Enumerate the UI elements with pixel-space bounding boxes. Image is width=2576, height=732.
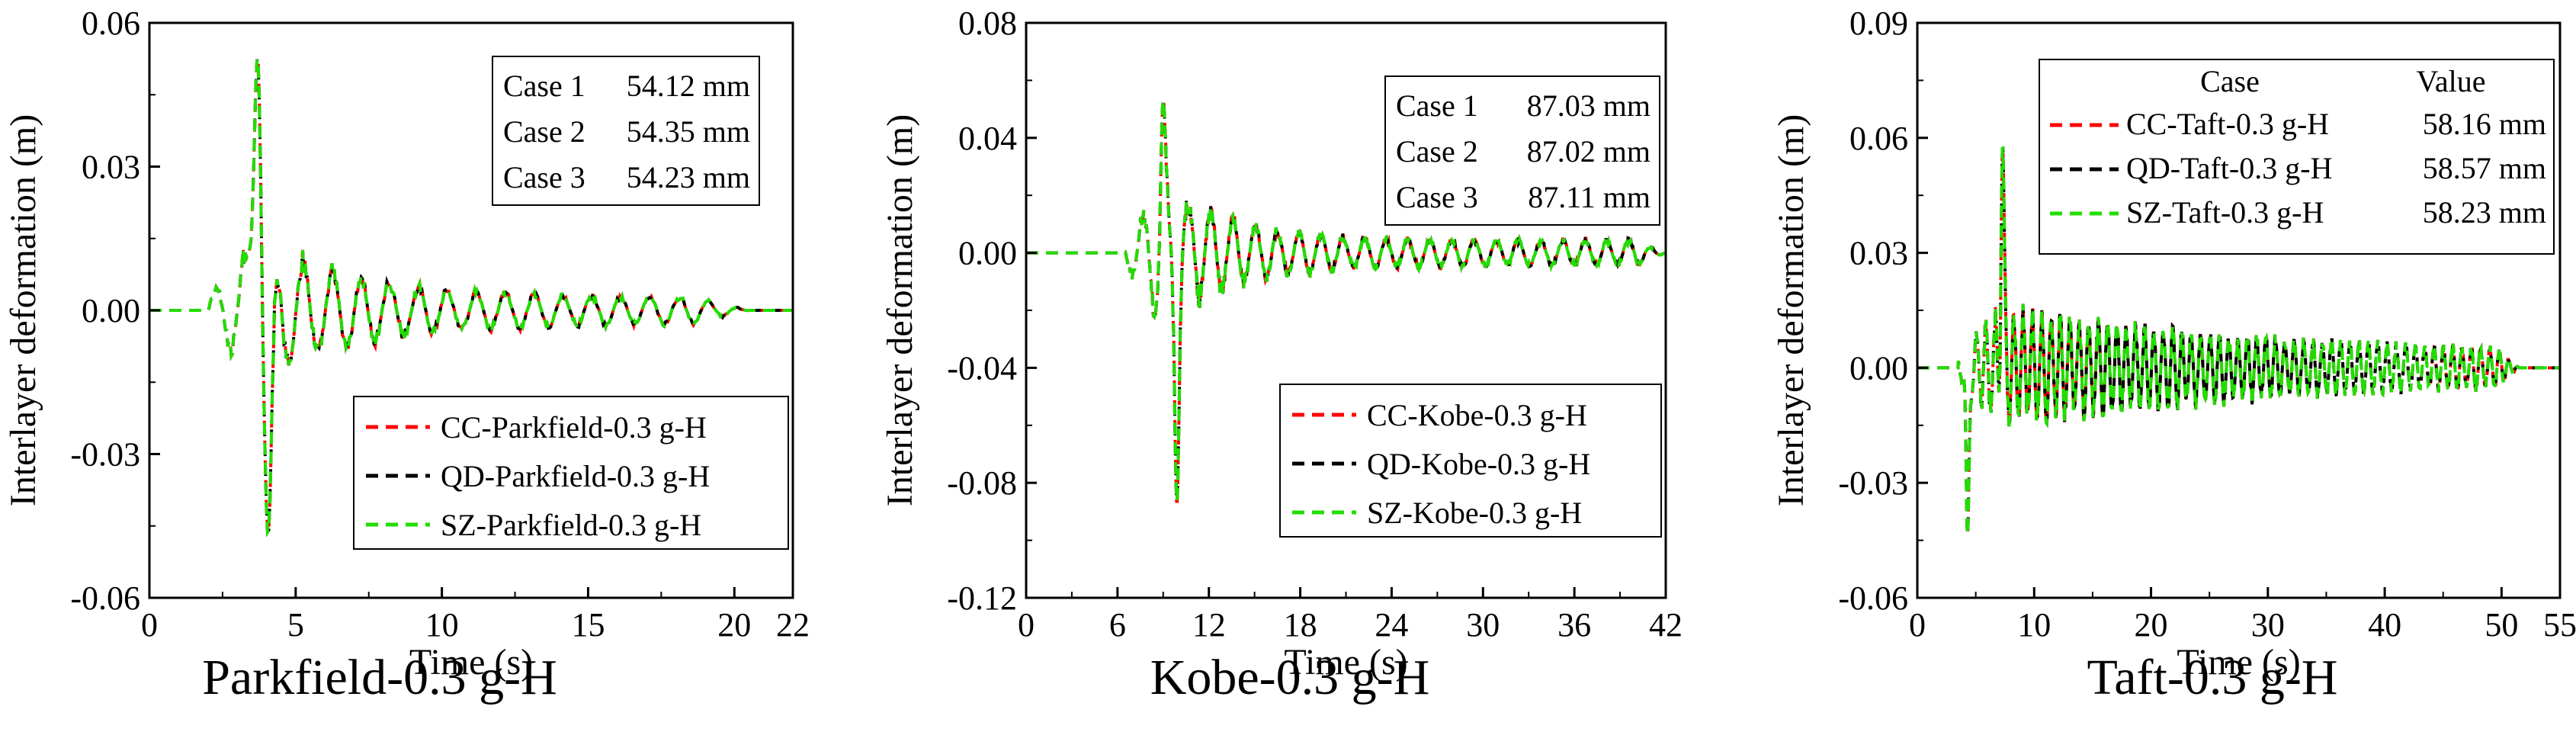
- case-value: 87.02 mm: [1527, 134, 1651, 169]
- legend-table: [2039, 59, 2555, 255]
- chart-panel-3: 0 10 20 30 40 50 55 -0.06 -0.03 0.00 0.03 0.06 0.09 T…: [1771, 5, 2576, 705]
- legend-label: SZ-Parkfield-0.3 g-H: [441, 508, 701, 542]
- x-tick-label: 15: [571, 606, 605, 644]
- case-label: Case 1: [1396, 88, 1478, 123]
- y-tick-label: 0.09: [1849, 5, 1908, 42]
- y-tick-label: -0.08: [947, 464, 1017, 502]
- legend-label: CC-Taft-0.3 g-H: [2126, 107, 2329, 141]
- y-tick-label: -0.04: [947, 349, 1017, 387]
- legend-label: SZ-Kobe-0.3 g-H: [1367, 496, 1582, 530]
- y-tick-label: -0.03: [70, 436, 140, 474]
- x-axis-title: Time (s): [2177, 642, 2300, 682]
- x-tick-label: 18: [1284, 606, 1317, 644]
- case-value: 54.23 mm: [627, 160, 750, 194]
- case-label: Case 1: [503, 69, 585, 103]
- y-tick-label: 0.04: [958, 120, 1017, 157]
- legend-label: CC-Kobe-0.3 g-H: [1367, 398, 1587, 432]
- x-tick-label: 36: [1557, 606, 1591, 644]
- case-label: Case 3: [503, 160, 585, 194]
- legend-label: QD-Kobe-0.3 g-H: [1367, 447, 1590, 481]
- y-tick-label: -0.06: [70, 580, 140, 617]
- y-tick-label: 0.03: [1849, 235, 1908, 272]
- legend-value: 58.16 mm: [2423, 107, 2546, 141]
- x-tick-label: 30: [1466, 606, 1500, 644]
- legend-label: QD-Taft-0.3 g-H: [2126, 151, 2332, 185]
- y-tick-label: -0.06: [1838, 580, 1908, 617]
- y-axis-title: Interlayer deformation (m): [3, 114, 43, 506]
- legend-value: 58.57 mm: [2423, 151, 2546, 185]
- x-tick-label: 42: [1649, 606, 1683, 644]
- x-tick-label: 50: [2485, 606, 2518, 644]
- y-axis-title: Interlayer deformation (m): [1771, 114, 1811, 506]
- chart-panel-1: 0 5 10 15 20 22 -0.06 -0.03 0.00 0.03 0.06 Time (s)…: [3, 5, 810, 705]
- case-value: 54.35 mm: [627, 114, 750, 149]
- y-tick-label: -0.03: [1838, 464, 1908, 502]
- case-label: Case 2: [503, 114, 585, 149]
- case-value: 87.11 mm: [1528, 180, 1651, 214]
- series-line-3: [1917, 146, 2560, 536]
- panel-caption: Kobe-0.3 g-H: [1150, 650, 1430, 705]
- y-tick-label: -0.12: [947, 580, 1017, 617]
- case-value: 54.12 mm: [627, 69, 750, 103]
- x-axis-title: Time (s): [409, 642, 533, 682]
- x-tick-label: 10: [425, 606, 459, 644]
- case-label: Case 2: [1396, 134, 1478, 169]
- legend-label: CC-Parkfield-0.3 g-H: [441, 410, 707, 445]
- panel-caption: Taft-0.3 g-H: [2087, 650, 2338, 705]
- legend-value: 58.23 mm: [2423, 195, 2546, 230]
- chart-panel-2: 0 6 12 18 24 30 36 42 -0.12 -0.08 -0.04 0.00 0.04 0.0…: [880, 5, 1683, 705]
- x-tick-label: 0: [141, 606, 158, 644]
- y-tick-label: 0.06: [82, 5, 140, 42]
- y-tick-label: 0.00: [958, 235, 1017, 272]
- case-value-box: [1384, 75, 1660, 226]
- case-value: 87.03 mm: [1527, 88, 1651, 123]
- y-tick-label: 0.06: [1849, 120, 1908, 157]
- x-tick-label: 20: [717, 606, 751, 644]
- legend-header-case: Case: [2200, 64, 2260, 98]
- x-tick-label: 20: [2135, 606, 2168, 644]
- x-axis-title: Time (s): [1284, 642, 1407, 682]
- case-value-box: [492, 56, 760, 206]
- y-axis-title: Interlayer deformation (m): [880, 114, 920, 506]
- x-tick-label: 30: [2251, 606, 2285, 644]
- y-tick-label: 0.00: [82, 292, 140, 329]
- x-tick-label: 6: [1109, 606, 1126, 644]
- x-tick-label: 0: [1909, 606, 1926, 644]
- x-tick-label: 24: [1375, 606, 1408, 644]
- legend-label: QD-Parkfield-0.3 g-H: [441, 459, 710, 493]
- case-label: Case 3: [1396, 180, 1478, 214]
- x-tick-label: 5: [287, 606, 304, 644]
- x-tick-label: 22: [776, 606, 810, 644]
- series-line-3: [149, 58, 793, 538]
- series-line-3: [1026, 100, 1667, 502]
- panel-caption: Parkfield-0.3 g-H: [202, 650, 557, 705]
- legend-header-value: Value: [2416, 64, 2485, 98]
- y-tick-label: 0.08: [958, 5, 1017, 42]
- x-tick-label: 55: [2543, 606, 2576, 644]
- y-tick-label: 0.03: [82, 149, 140, 186]
- x-tick-label: 10: [2017, 606, 2051, 644]
- x-tick-label: 12: [1192, 606, 1226, 644]
- x-tick-label: 40: [2368, 606, 2401, 644]
- x-tick-label: 0: [1018, 606, 1035, 644]
- y-tick-label: 0.00: [1849, 349, 1908, 387]
- legend-label: SZ-Taft-0.3 g-H: [2126, 195, 2324, 230]
